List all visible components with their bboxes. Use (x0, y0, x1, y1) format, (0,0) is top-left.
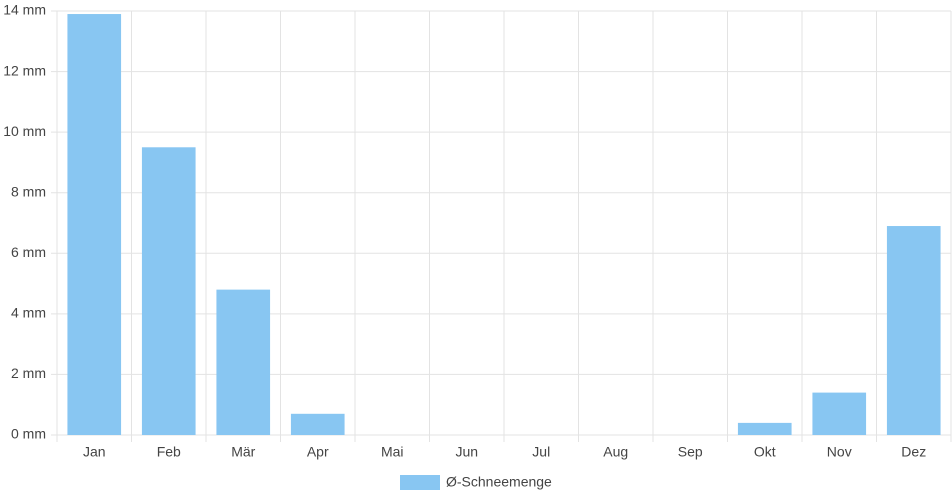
y-tick-label: 4 mm (11, 305, 46, 321)
x-tick-label: Jan (83, 444, 106, 460)
bar (290, 413, 345, 435)
bar (216, 289, 271, 435)
x-tick-label: Feb (157, 444, 181, 460)
y-tick-label: 2 mm (11, 365, 46, 381)
x-tick-label: Jun (455, 444, 478, 460)
bar (141, 147, 196, 436)
x-tick-label: Dez (901, 444, 926, 460)
y-tick-label: 6 mm (11, 244, 46, 260)
y-tick-label: 8 mm (11, 183, 46, 199)
x-tick-label: Aug (603, 444, 628, 460)
bar (812, 392, 867, 435)
y-tick-label: 12 mm (3, 62, 46, 78)
y-tick-label: 10 mm (3, 123, 46, 139)
legend-label: Ø-Schneemenge (446, 474, 552, 490)
bar (737, 422, 792, 435)
legend-swatch (400, 475, 440, 490)
x-tick-label: Apr (307, 444, 329, 460)
x-tick-label: Mär (231, 444, 255, 460)
bar (67, 14, 122, 436)
y-tick-label: 0 mm (11, 426, 46, 442)
bar (886, 226, 941, 435)
x-tick-label: Jul (532, 444, 550, 460)
y-tick-label: 14 mm (3, 2, 46, 18)
x-tick-label: Mai (381, 444, 404, 460)
x-tick-label: Nov (827, 444, 852, 460)
x-tick-label: Sep (678, 444, 703, 460)
x-tick-label: Okt (754, 444, 776, 460)
